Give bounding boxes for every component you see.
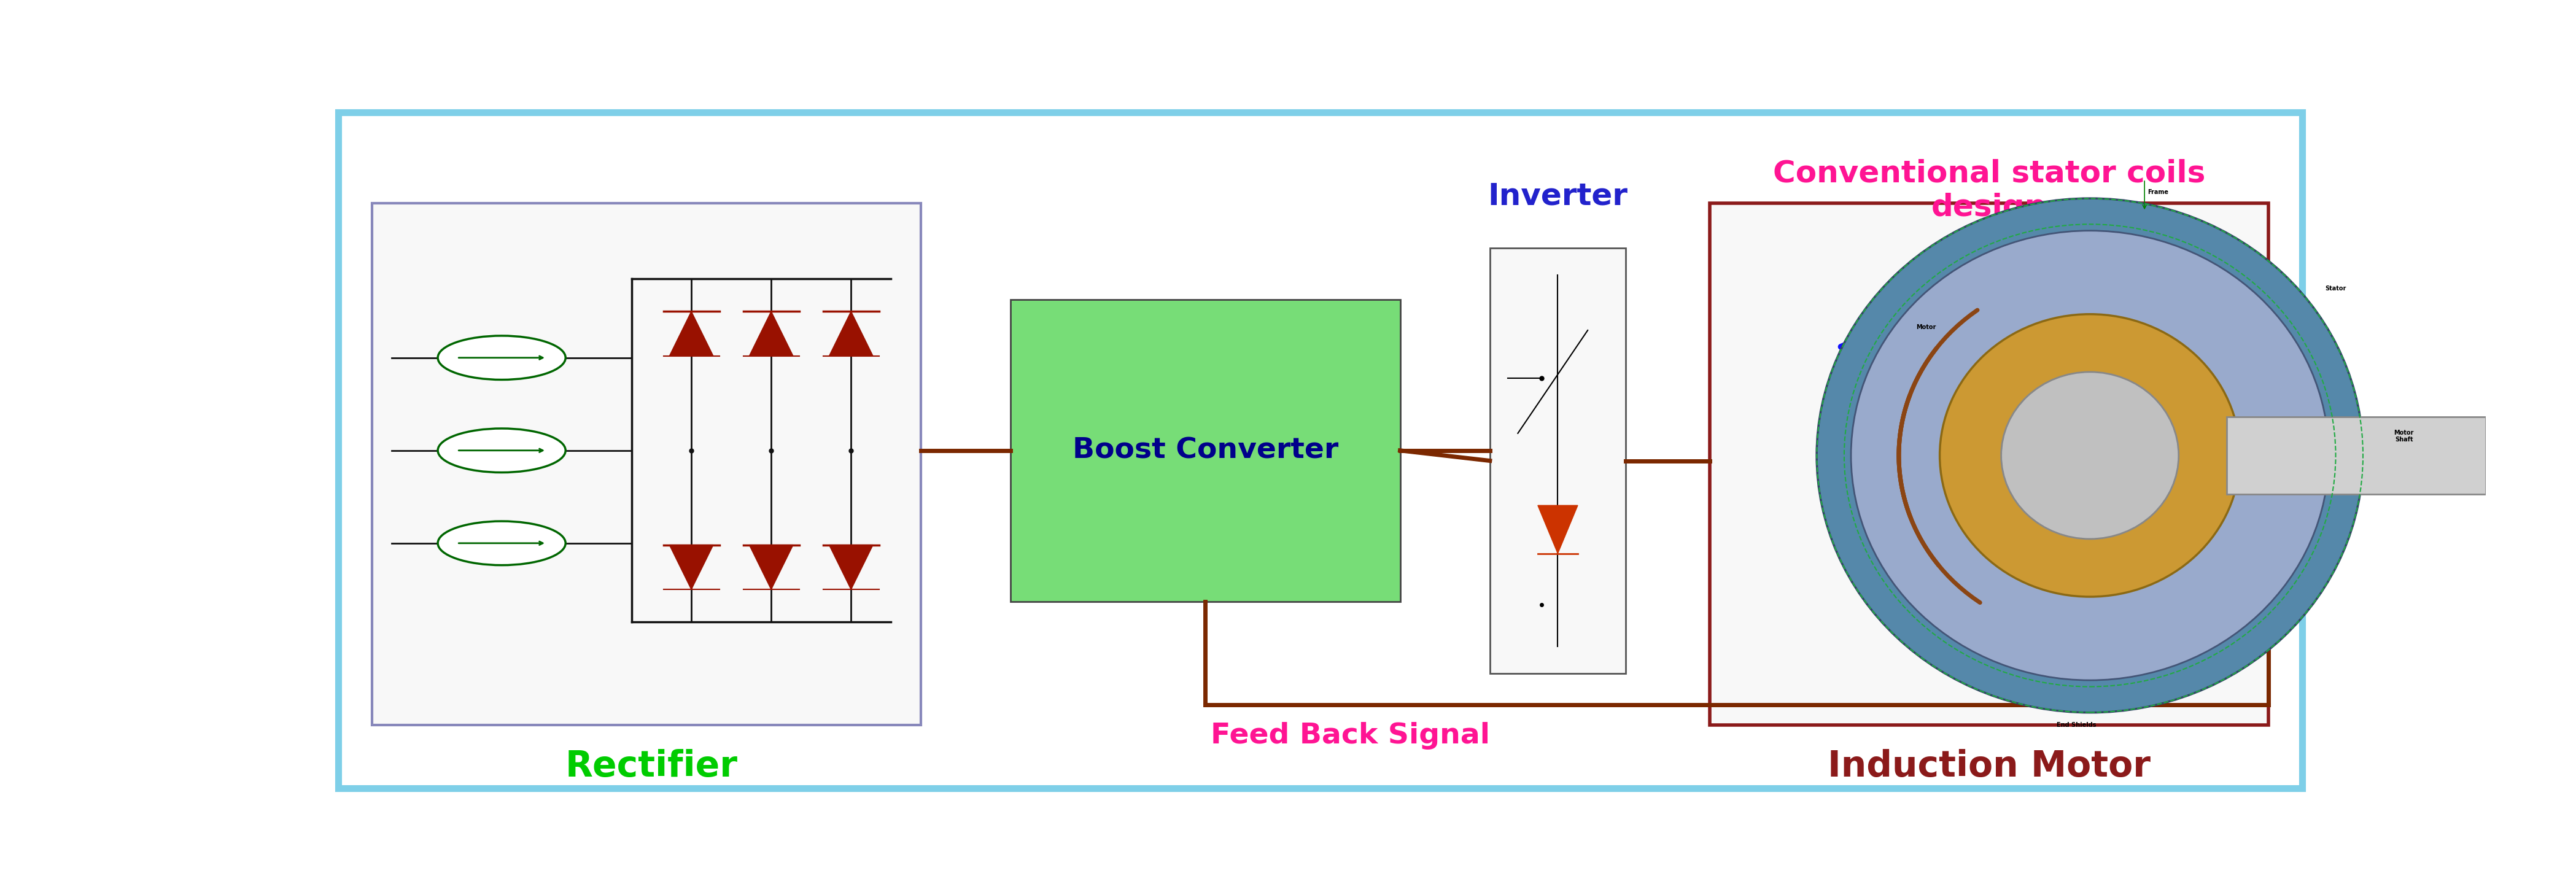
Text: Rectifier: Rectifier	[564, 749, 737, 784]
Circle shape	[438, 335, 567, 380]
Polygon shape	[829, 311, 873, 356]
FancyBboxPatch shape	[1010, 300, 1401, 601]
Polygon shape	[829, 545, 873, 590]
FancyBboxPatch shape	[2226, 417, 2486, 494]
Polygon shape	[670, 545, 714, 590]
Polygon shape	[750, 545, 793, 590]
Circle shape	[1816, 199, 2362, 713]
Circle shape	[438, 428, 567, 473]
Text: Stator: Stator	[2326, 285, 2347, 292]
Circle shape	[2002, 372, 2179, 539]
FancyBboxPatch shape	[1710, 203, 2269, 725]
Circle shape	[1940, 314, 2241, 597]
Circle shape	[1852, 231, 2329, 681]
Circle shape	[1816, 199, 2362, 713]
Polygon shape	[1538, 506, 1577, 553]
Text: Feed Back Signal: Feed Back Signal	[1211, 722, 1489, 749]
FancyBboxPatch shape	[371, 203, 922, 725]
Text: Motor: Motor	[1917, 324, 1937, 330]
Polygon shape	[670, 311, 714, 356]
Text: End Shields: End Shields	[2056, 723, 2097, 728]
Text: Motor
Shaft: Motor Shaft	[2393, 430, 2414, 442]
Circle shape	[438, 521, 567, 566]
Text: Conventional stator coils
design: Conventional stator coils design	[1772, 159, 2205, 222]
Text: Inverter: Inverter	[1489, 182, 1628, 211]
Text: Frame: Frame	[2148, 189, 2169, 195]
Text: Boost Converter: Boost Converter	[1072, 437, 1340, 464]
Polygon shape	[750, 311, 793, 356]
Text: Induction Motor: Induction Motor	[1826, 749, 2151, 784]
FancyBboxPatch shape	[1489, 248, 1625, 673]
